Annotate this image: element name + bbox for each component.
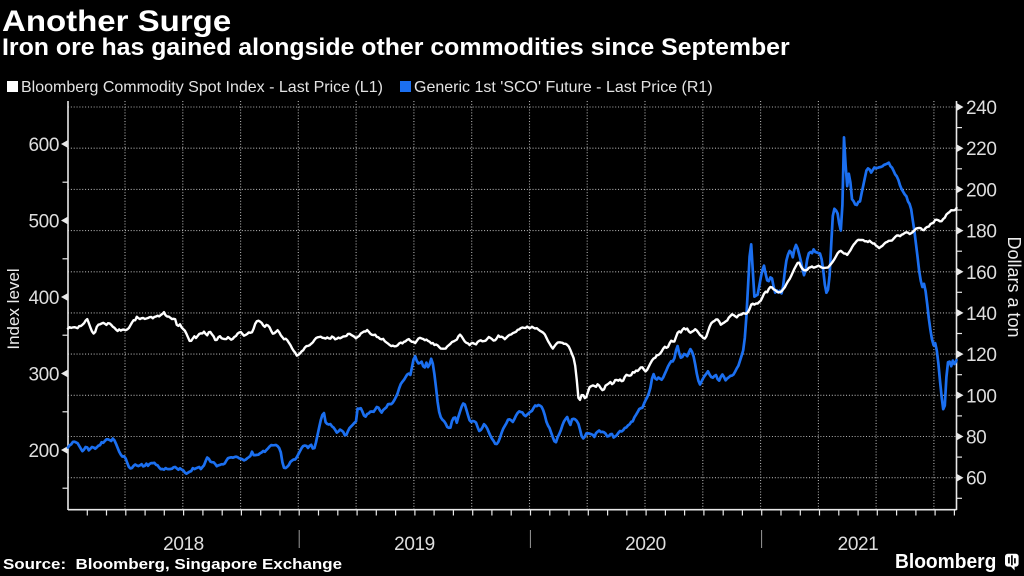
svg-text:500: 500 <box>28 212 59 233</box>
svg-text:2020: 2020 <box>625 534 666 555</box>
svg-text:120: 120 <box>966 345 997 366</box>
svg-text:2021: 2021 <box>838 534 879 555</box>
svg-text:100: 100 <box>966 386 997 407</box>
svg-text:60: 60 <box>966 469 986 490</box>
svg-text:80: 80 <box>966 428 986 449</box>
svg-text:200: 200 <box>966 180 997 201</box>
svg-text:Dollars a ton: Dollars a ton <box>1004 236 1024 337</box>
svg-text:300: 300 <box>28 365 59 386</box>
svg-text:2018: 2018 <box>163 534 204 555</box>
svg-text:Index level: Index level <box>4 268 23 349</box>
svg-text:2019: 2019 <box>394 534 435 555</box>
svg-text:160: 160 <box>966 263 997 284</box>
svg-text:180: 180 <box>966 222 997 243</box>
svg-text:400: 400 <box>28 288 59 309</box>
svg-text:600: 600 <box>28 135 59 156</box>
svg-text:240: 240 <box>966 98 997 119</box>
svg-text:140: 140 <box>966 304 997 325</box>
svg-text:220: 220 <box>966 139 997 160</box>
svg-text:200: 200 <box>28 441 59 462</box>
